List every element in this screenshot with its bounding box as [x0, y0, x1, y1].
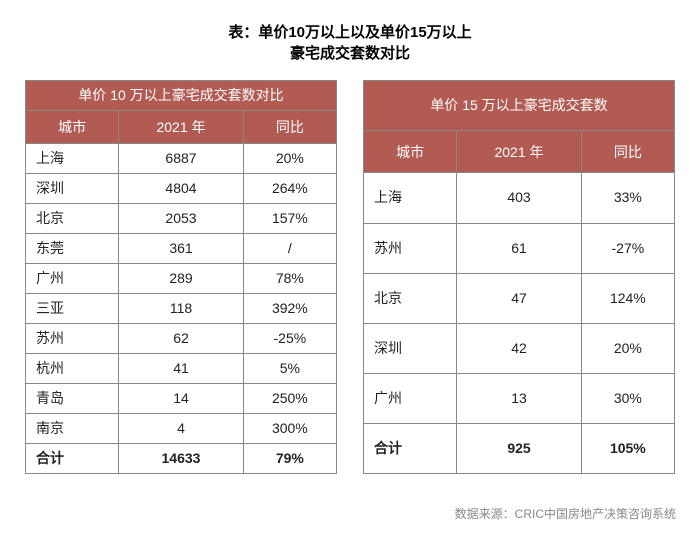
- cell-yoy: 264%: [243, 174, 336, 204]
- cell-city: 苏州: [26, 324, 119, 354]
- cell-value: 289: [119, 264, 243, 294]
- cell-yoy: 124%: [581, 273, 674, 323]
- cell-yoy: 33%: [581, 173, 674, 223]
- cell-value: 118: [119, 294, 243, 324]
- cell-city: 广州: [364, 373, 457, 423]
- cell-yoy: 20%: [243, 144, 336, 174]
- table-banner: 单价 10 万以上豪宅成交套数对比: [26, 81, 337, 111]
- cell-city: 广州: [26, 264, 119, 294]
- cell-yoy: 78%: [243, 264, 336, 294]
- table-row: 青岛14250%: [26, 384, 337, 414]
- cell-city: 杭州: [26, 354, 119, 384]
- table-row: 苏州61-27%: [364, 223, 675, 273]
- table-total-row: 合计925105%: [364, 423, 675, 473]
- cell-value: 6887: [119, 144, 243, 174]
- cell-city: 深圳: [364, 323, 457, 373]
- col-header: 同比: [581, 131, 674, 173]
- cell-total-yoy: 79%: [243, 444, 336, 474]
- cell-yoy: 20%: [581, 323, 674, 373]
- cell-city: 深圳: [26, 174, 119, 204]
- table-row: 三亚118392%: [26, 294, 337, 324]
- cell-total-yoy: 105%: [581, 423, 674, 473]
- table-banner: 单价 15 万以上豪宅成交套数: [364, 81, 675, 131]
- cell-city: 北京: [364, 273, 457, 323]
- cell-total-label: 合计: [364, 423, 457, 473]
- cell-city: 上海: [364, 173, 457, 223]
- col-header: 2021 年: [119, 111, 243, 144]
- cell-value: 61: [457, 223, 581, 273]
- table-row: 上海40333%: [364, 173, 675, 223]
- cell-city: 青岛: [26, 384, 119, 414]
- cell-yoy: 392%: [243, 294, 336, 324]
- cell-value: 4804: [119, 174, 243, 204]
- cell-yoy: 157%: [243, 204, 336, 234]
- cell-value: 14: [119, 384, 243, 414]
- tables-container: 单价 10 万以上豪宅成交套数对比城市2021 年同比上海688720%深圳48…: [0, 80, 700, 474]
- table-row: 北京2053157%: [26, 204, 337, 234]
- table-row: 广州28978%: [26, 264, 337, 294]
- cell-yoy: 30%: [581, 373, 674, 423]
- cell-city: 苏州: [364, 223, 457, 273]
- cell-value: 47: [457, 273, 581, 323]
- col-header: 同比: [243, 111, 336, 144]
- title-line2: 豪宅成交套数对比: [0, 43, 700, 64]
- cell-value: 42: [457, 323, 581, 373]
- cell-yoy: -25%: [243, 324, 336, 354]
- cell-value: 2053: [119, 204, 243, 234]
- cell-city: 北京: [26, 204, 119, 234]
- table-10w: 单价 10 万以上豪宅成交套数对比城市2021 年同比上海688720%深圳48…: [25, 80, 337, 474]
- title-line1: 表：单价10万以上以及单价15万以上: [0, 22, 700, 43]
- table-total-row: 合计1463379%: [26, 444, 337, 474]
- table-row: 苏州62-25%: [26, 324, 337, 354]
- cell-value: 4: [119, 414, 243, 444]
- cell-total-label: 合计: [26, 444, 119, 474]
- cell-yoy: /: [243, 234, 336, 264]
- cell-yoy: 5%: [243, 354, 336, 384]
- col-header: 城市: [364, 131, 457, 173]
- cell-city: 南京: [26, 414, 119, 444]
- table-row: 南京4300%: [26, 414, 337, 444]
- cell-total-value: 14633: [119, 444, 243, 474]
- cell-value: 13: [457, 373, 581, 423]
- table-15w: 单价 15 万以上豪宅成交套数城市2021 年同比上海40333%苏州61-27…: [363, 80, 675, 474]
- cell-yoy: 300%: [243, 414, 336, 444]
- cell-total-value: 925: [457, 423, 581, 473]
- cell-city: 上海: [26, 144, 119, 174]
- table-row: 东莞361/: [26, 234, 337, 264]
- cell-city: 三亚: [26, 294, 119, 324]
- table-row: 深圳4804264%: [26, 174, 337, 204]
- table-row: 广州1330%: [364, 373, 675, 423]
- data-source: 数据来源：CRIC中国房地产决策咨询系统: [455, 505, 676, 522]
- col-header: 城市: [26, 111, 119, 144]
- table-row: 深圳4220%: [364, 323, 675, 373]
- table-row: 北京47124%: [364, 273, 675, 323]
- cell-value: 62: [119, 324, 243, 354]
- cell-yoy: 250%: [243, 384, 336, 414]
- col-header: 2021 年: [457, 131, 581, 173]
- cell-city: 东莞: [26, 234, 119, 264]
- table-row: 上海688720%: [26, 144, 337, 174]
- cell-yoy: -27%: [581, 223, 674, 273]
- cell-value: 41: [119, 354, 243, 384]
- cell-value: 361: [119, 234, 243, 264]
- table-row: 杭州415%: [26, 354, 337, 384]
- cell-value: 403: [457, 173, 581, 223]
